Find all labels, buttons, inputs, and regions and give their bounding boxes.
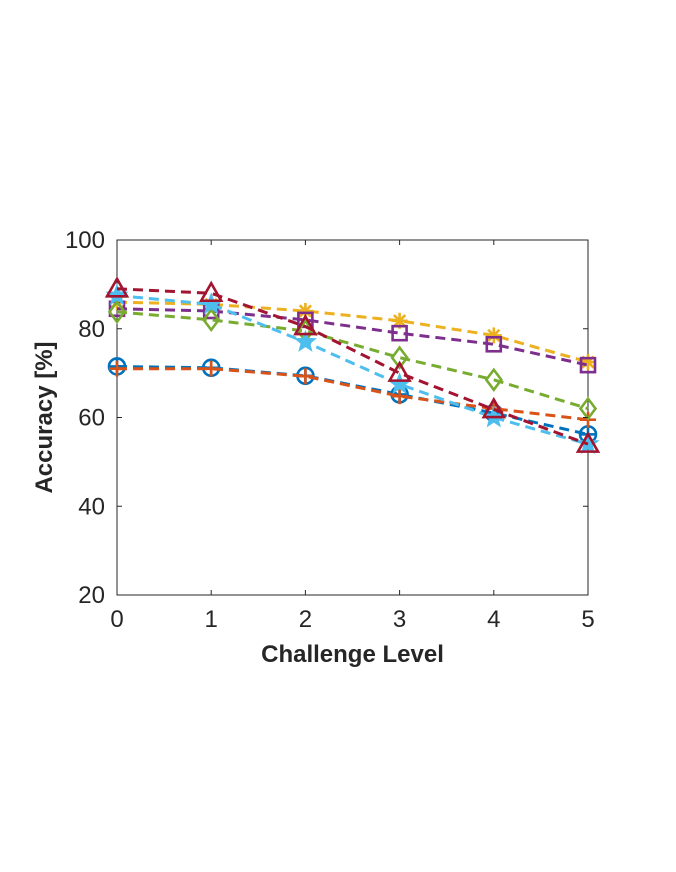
triangle-marker (387, 360, 412, 382)
y-axis-ticks: 20 40 60 80 100 (65, 227, 588, 609)
plot-area (116, 239, 589, 596)
triangle-marker (104, 276, 130, 298)
x-tick-label: 3 (393, 606, 406, 633)
x-tick-label: 0 (110, 606, 123, 633)
y-tick-label: 80 (78, 316, 105, 343)
y-tick-label: 60 (78, 405, 105, 432)
pentagram-marker (293, 329, 317, 352)
triangle-marker (481, 396, 507, 419)
square-marker (485, 335, 503, 353)
square-marker (579, 356, 597, 374)
marker-spoke (487, 328, 501, 342)
asterisk-marker (580, 354, 596, 371)
diamond-marker (107, 299, 127, 325)
marker-spoke (298, 304, 312, 318)
series-line (116, 310, 589, 411)
plus-marker (391, 388, 408, 405)
y-tick-label: 100 (65, 227, 105, 254)
y-tick-label: 20 (78, 582, 105, 609)
plus-marker (109, 360, 125, 377)
x-tick-label: 1 (205, 606, 218, 633)
asterisk-marker (485, 327, 502, 344)
x-tick-label: 2 (299, 606, 312, 633)
square-marker (391, 324, 408, 342)
x-tick-label: 5 (581, 606, 594, 633)
x-tick-label: 4 (487, 606, 500, 633)
y-axis-title: Accuracy [%] (31, 341, 58, 493)
triangle-marker (575, 431, 601, 453)
series-triangle (104, 276, 601, 453)
marker-spoke (393, 314, 407, 328)
asterisk-marker (297, 303, 314, 319)
y-tick-label: 40 (78, 493, 105, 520)
diamond-marker (202, 307, 221, 333)
x-axis-ticks: 0 1 2 3 4 5 (110, 240, 595, 633)
plus-marker (297, 368, 314, 385)
diamond-marker (484, 367, 503, 392)
plus-marker (203, 360, 220, 377)
x-axis-title: Challenge Level (261, 641, 444, 668)
diamond-marker (390, 345, 409, 370)
triangle-marker (198, 280, 224, 303)
series-layer (104, 276, 601, 454)
series-line (116, 293, 589, 446)
triangle-marker (293, 313, 318, 336)
plot-frame (116, 239, 589, 596)
diamond-marker (578, 396, 598, 421)
series-line (116, 287, 589, 446)
